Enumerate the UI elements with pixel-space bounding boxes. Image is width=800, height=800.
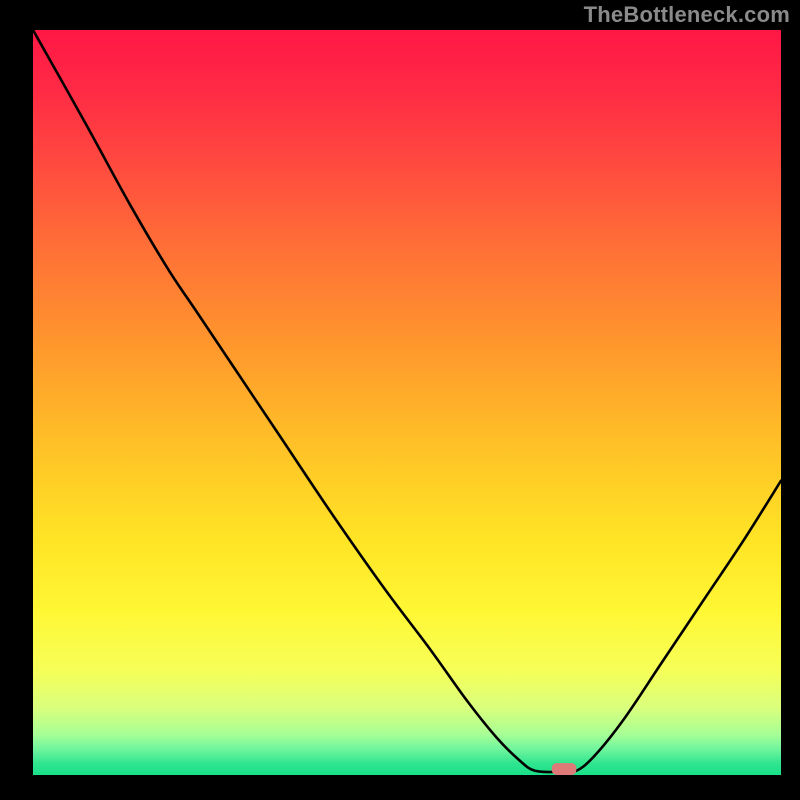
watermark-text: TheBottleneck.com	[584, 2, 790, 28]
plot-area	[33, 30, 781, 775]
optimum-marker	[552, 763, 577, 775]
chart-svg	[33, 30, 781, 775]
chart-frame: TheBottleneck.com	[0, 0, 800, 800]
gradient-background	[33, 30, 781, 775]
